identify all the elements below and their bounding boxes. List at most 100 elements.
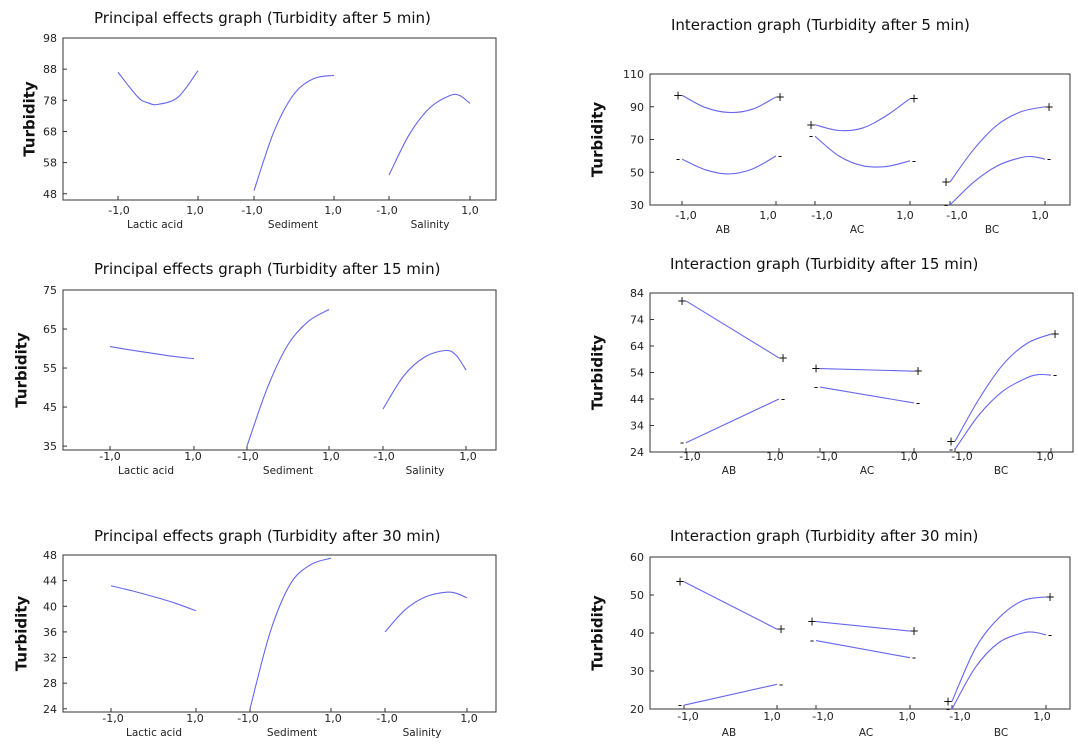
x-tick-label: -1,0 bbox=[373, 450, 394, 463]
chart-1: Principal effects graph (Turbidity after… bbox=[21, 9, 497, 231]
x-tick-label: -1,0 bbox=[812, 710, 833, 723]
chart-2: Interaction graph (Turbidity after 5 min… bbox=[589, 16, 1071, 236]
series-marker: - bbox=[781, 392, 785, 406]
plot-frame bbox=[649, 556, 1071, 710]
effect-line bbox=[246, 309, 330, 447]
x-tick-label: 1,0 bbox=[460, 712, 478, 725]
effect-line bbox=[253, 74, 335, 191]
interaction-line bbox=[951, 596, 1047, 702]
series-marker: + bbox=[1044, 100, 1054, 114]
series-marker: - bbox=[912, 651, 916, 665]
chart-title: Principal effects graph (Turbidity after… bbox=[94, 527, 440, 545]
factor-label: Lactic acid bbox=[118, 465, 174, 477]
interaction-line bbox=[815, 640, 911, 659]
y-tick-label: 48 bbox=[43, 188, 57, 201]
series-marker: + bbox=[1045, 590, 1055, 604]
factor-label: Salinity bbox=[403, 727, 442, 739]
chart-title: Interaction graph (Turbidity after 15 mi… bbox=[670, 255, 978, 273]
interaction-line bbox=[685, 398, 780, 444]
interaction-line bbox=[683, 581, 778, 630]
y-tick-label: 40 bbox=[43, 600, 57, 613]
y-tick-label: 55 bbox=[43, 362, 57, 375]
y-axis-label: Turbidity bbox=[13, 596, 31, 672]
x-tick-label: -1,0 bbox=[816, 450, 837, 463]
interaction-line bbox=[681, 155, 777, 175]
interaction-line bbox=[819, 386, 915, 404]
series-marker: + bbox=[811, 362, 821, 376]
x-tick-label: 1,0 bbox=[322, 450, 340, 463]
y-tick-label: 90 bbox=[630, 101, 644, 114]
factor-label: Lactic acid bbox=[127, 219, 183, 231]
chart-title: Interaction graph (Turbidity after 30 mi… bbox=[670, 527, 978, 545]
interaction-line bbox=[954, 333, 1052, 442]
series-marker: + bbox=[946, 434, 956, 448]
x-tick-label: -1,0 bbox=[237, 712, 258, 725]
factor-label: Salinity bbox=[406, 465, 445, 477]
y-tick-label: 50 bbox=[630, 166, 644, 179]
series-marker: + bbox=[775, 90, 785, 104]
series-marker: - bbox=[944, 198, 948, 212]
x-tick-label: -1,0 bbox=[99, 450, 120, 463]
x-tick-label: -1,0 bbox=[241, 204, 262, 217]
x-tick-label: -1,0 bbox=[811, 209, 832, 222]
series-marker: - bbox=[810, 634, 814, 648]
factor-label: Sediment bbox=[268, 219, 318, 231]
series-marker: - bbox=[946, 702, 950, 716]
chart-title: Principal effects graph (Turbidity after… bbox=[94, 260, 440, 278]
series-marker: + bbox=[943, 694, 953, 708]
x-tick-label: 1,0 bbox=[186, 712, 204, 725]
series-marker: - bbox=[680, 436, 684, 450]
series-marker: - bbox=[676, 152, 680, 166]
y-axis-label: Turbidity bbox=[13, 332, 31, 408]
y-tick-label: 88 bbox=[43, 63, 57, 76]
y-tick-label: 24 bbox=[43, 703, 57, 716]
y-tick-label: 30 bbox=[630, 199, 644, 212]
y-tick-label: 35 bbox=[43, 440, 57, 453]
y-tick-label: 98 bbox=[43, 32, 57, 45]
x-tick-label: 1,0 bbox=[324, 712, 342, 725]
plot-frame bbox=[649, 292, 1074, 453]
interaction-line bbox=[814, 135, 911, 168]
x-tick-label: 1,0 bbox=[1031, 209, 1049, 222]
y-tick-label: 64 bbox=[630, 340, 644, 353]
series-marker: - bbox=[916, 396, 920, 410]
y-tick-label: 34 bbox=[630, 420, 644, 433]
factor-label: AC bbox=[850, 224, 864, 236]
y-tick-label: 20 bbox=[630, 703, 644, 716]
factor-label: AB bbox=[716, 224, 730, 236]
y-tick-label: 50 bbox=[630, 589, 644, 602]
y-tick-label: 44 bbox=[630, 393, 644, 406]
x-tick-label: 1,0 bbox=[461, 204, 479, 217]
y-tick-label: 30 bbox=[630, 665, 644, 678]
chart-6: Interaction graph (Turbidity after 30 mi… bbox=[589, 527, 1071, 739]
factor-label: BC bbox=[994, 465, 1008, 477]
series-marker: + bbox=[807, 615, 817, 629]
x-tick-label: -1,0 bbox=[108, 204, 129, 217]
plot-frame bbox=[649, 73, 1071, 206]
y-tick-label: 110 bbox=[623, 68, 644, 81]
x-tick-label: 1,0 bbox=[459, 450, 477, 463]
effect-line bbox=[388, 93, 471, 176]
plot-frame bbox=[62, 554, 497, 713]
factor-label: Sediment bbox=[263, 465, 313, 477]
plot-frame bbox=[62, 289, 497, 451]
factor-label: BC bbox=[985, 224, 999, 236]
x-tick-label: -1,0 bbox=[102, 712, 123, 725]
interaction-line bbox=[949, 106, 1046, 183]
y-tick-label: 28 bbox=[43, 677, 57, 690]
x-tick-label: -1,0 bbox=[949, 710, 970, 723]
y-tick-label: 74 bbox=[630, 314, 644, 327]
y-tick-label: 58 bbox=[43, 157, 57, 170]
y-tick-label: 24 bbox=[630, 446, 644, 459]
x-tick-label: -1,0 bbox=[376, 204, 397, 217]
y-axis-label: Turbidity bbox=[589, 102, 607, 178]
series-marker: + bbox=[1050, 327, 1060, 341]
series-marker: + bbox=[909, 92, 919, 106]
x-tick-label: 1,0 bbox=[763, 710, 781, 723]
x-tick-label: -1,0 bbox=[679, 450, 700, 463]
chart-title: Interaction graph (Turbidity after 5 min… bbox=[671, 16, 970, 34]
series-marker: - bbox=[1047, 152, 1051, 166]
series-marker: + bbox=[677, 294, 687, 308]
